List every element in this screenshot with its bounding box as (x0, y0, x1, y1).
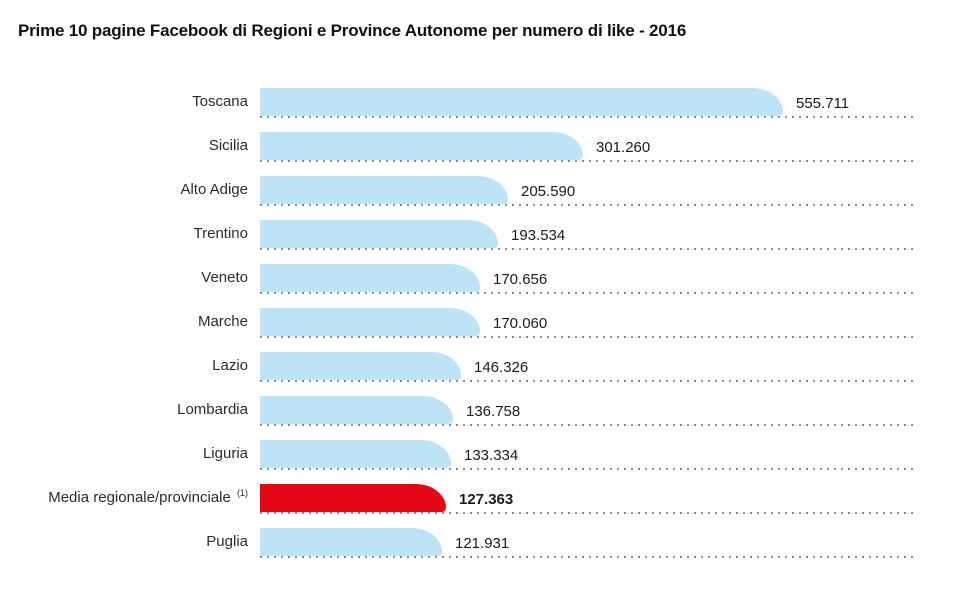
bar (260, 220, 498, 248)
value-label: 170.060 (493, 315, 548, 332)
bar (260, 176, 508, 204)
category-label: Veneto (201, 269, 248, 286)
dotted-baseline (260, 512, 915, 514)
dotted-baseline (260, 292, 915, 294)
chart-title: Prime 10 pagine Facebook di Regioni e Pr… (18, 21, 687, 40)
category-label: Media regionale/provinciale (1) (48, 488, 248, 507)
value-label: 170.656 (493, 271, 548, 288)
bar-track: 555.711 (260, 88, 960, 132)
bar-track: 193.534 (260, 220, 960, 264)
bar-track: 146.326 (260, 352, 960, 396)
dotted-baseline (260, 116, 915, 118)
chart-row: Trentino 193.534 (0, 220, 960, 264)
dotted-baseline (260, 424, 915, 426)
category-label: Lombardia (177, 401, 248, 418)
value-label: 136.758 (466, 403, 521, 420)
bar-track: 136.758 (260, 396, 960, 440)
chart-row: Lombardia 136.758 (0, 396, 960, 440)
value-label: 127.363 (459, 491, 514, 508)
bar-track: 170.656 (260, 264, 960, 308)
chart-row: Alto Adige 205.590 (0, 176, 960, 220)
bar-chart: Toscana 555.711 Sicilia 301.260 Alto Adige 20… (0, 88, 960, 572)
category-label: Marche (197, 313, 248, 330)
bar-track: 121.931 (260, 528, 960, 572)
bar-highlight (260, 484, 446, 512)
footnote-marker: (1) (237, 488, 248, 498)
bar (260, 264, 480, 292)
chart-row: Lazio 146.326 (0, 352, 960, 396)
bar (260, 528, 442, 556)
dotted-baseline (260, 556, 915, 558)
bar (260, 308, 480, 336)
chart-row: Puglia 121.931 (0, 528, 960, 572)
value-label: 555.711 (796, 95, 850, 112)
bar (260, 352, 461, 380)
bar-track: 205.590 (260, 176, 960, 220)
value-label: 205.590 (521, 183, 576, 200)
bar-track: 301.260 (260, 132, 960, 176)
dotted-baseline (260, 468, 915, 470)
value-label: 121.931 (455, 535, 510, 552)
chart-row: Liguria 133.334 (0, 440, 960, 484)
chart-row: Media regionale/provinciale (1) 127.363 (0, 484, 960, 528)
value-label: 301.260 (596, 139, 651, 156)
category-label: Trentino (193, 225, 248, 242)
bar (260, 132, 583, 160)
dotted-baseline (260, 380, 915, 382)
category-label: Sicilia (208, 137, 248, 154)
category-label: Toscana (192, 93, 248, 110)
dotted-baseline (260, 248, 915, 250)
category-label: Alto Adige (180, 181, 248, 198)
bar (260, 440, 451, 468)
value-label: 193.534 (511, 227, 566, 244)
bar (260, 88, 783, 116)
category-label: Puglia (206, 533, 248, 550)
category-label: Lazio (212, 357, 248, 374)
value-label: 133.334 (464, 447, 519, 464)
chart-row: Toscana 555.711 (0, 88, 960, 132)
dotted-baseline (260, 204, 915, 206)
bar-track: 133.334 (260, 440, 960, 484)
bar-track: 170.060 (260, 308, 960, 352)
bar (260, 396, 453, 424)
chart-row: Sicilia 301.260 (0, 132, 960, 176)
dotted-baseline (260, 160, 915, 162)
chart-row: Marche 170.060 (0, 308, 960, 352)
chart-row: Veneto 170.656 (0, 264, 960, 308)
value-label: 146.326 (474, 359, 529, 376)
dotted-baseline (260, 336, 915, 338)
category-label: Liguria (202, 445, 248, 462)
bar-track: 127.363 (260, 484, 960, 528)
